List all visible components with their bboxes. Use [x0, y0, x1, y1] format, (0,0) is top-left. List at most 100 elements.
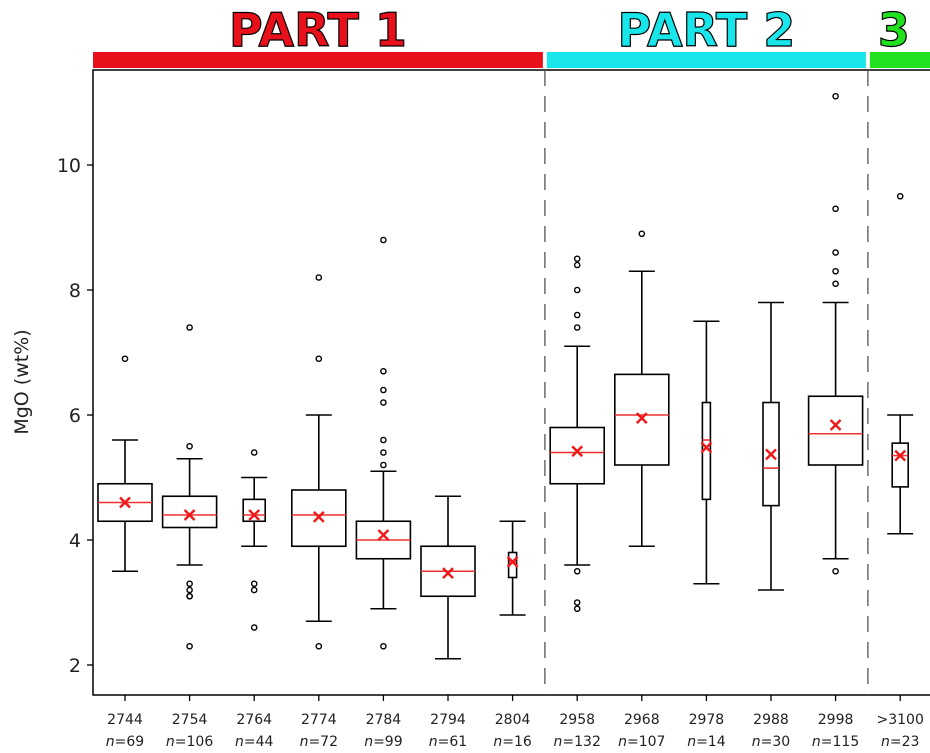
box-group — [241, 449, 268, 631]
mean-marker — [571, 445, 584, 458]
mean-marker — [829, 419, 842, 431]
mean-marker — [183, 509, 196, 521]
box — [161, 495, 218, 529]
outlier-point — [573, 324, 581, 331]
outlier-point — [380, 436, 387, 444]
sample-size-label: n=107 — [618, 734, 665, 750]
box-group — [758, 301, 784, 591]
x-tick-label: 2784 — [366, 712, 402, 728]
outlier-point — [380, 642, 387, 650]
y-tick-label: 6 — [69, 405, 81, 427]
box-group — [290, 274, 347, 650]
outlier-point — [380, 449, 387, 456]
outlier-point — [380, 236, 387, 244]
outlier-point — [380, 367, 387, 375]
y-tick-label: 8 — [69, 280, 81, 302]
outlier-point — [573, 605, 581, 613]
sample-size-label: n=30 — [752, 734, 790, 750]
x-tick-label: 2998 — [818, 712, 854, 728]
outlier-point — [250, 624, 258, 631]
x-tick-label: 2774 — [301, 712, 337, 728]
outlier-point — [638, 230, 646, 238]
mean-marker — [442, 567, 454, 579]
sample-size-label: n=61 — [429, 734, 467, 750]
box-group — [613, 230, 670, 548]
outlier-point — [121, 355, 129, 363]
x-tick-label: 2804 — [495, 712, 531, 728]
box-group — [549, 255, 606, 613]
mean-marker — [635, 412, 648, 424]
x-tick-label: 2958 — [559, 712, 595, 728]
box — [290, 489, 347, 548]
outlier-point — [315, 355, 323, 363]
outlier-point — [573, 255, 581, 263]
y-axis: 2 4 6 8 10 — [57, 155, 93, 677]
sample-size-label: n=44 — [235, 734, 274, 750]
outlier-point — [573, 567, 581, 575]
outlier-point — [186, 642, 193, 650]
part-dividers — [544, 70, 869, 695]
sample-size-label: n=132 — [554, 734, 601, 750]
x-tick-label: 2968 — [624, 712, 660, 728]
outlier-point — [186, 324, 193, 331]
x-tick-label: 2988 — [753, 712, 789, 728]
box-group — [887, 192, 914, 535]
boxes — [97, 92, 914, 660]
box — [891, 442, 910, 488]
outlier-point — [250, 580, 258, 588]
x-tick-label: >3100 — [877, 712, 924, 728]
mean-marker — [765, 448, 777, 461]
sample-size-label: n=99 — [364, 734, 402, 750]
outlier-point — [832, 92, 839, 100]
x-axis: 2744 n=69 2754 n=106 2764 n=44 2774 n=72 2784 n=9… — [106, 695, 924, 750]
mean-marker — [377, 529, 390, 541]
y-tick-label: 2 — [69, 655, 81, 677]
part-titles: PART 1 PART 2 3 — [228, 2, 910, 57]
outlier-point — [573, 311, 581, 319]
outlier-point — [186, 592, 193, 600]
outlier-point — [186, 442, 193, 450]
box-group — [807, 92, 864, 575]
y-tick-label: 10 — [57, 155, 81, 177]
outlier-point — [832, 249, 839, 256]
box-group — [97, 355, 153, 573]
part-bar — [93, 52, 543, 68]
outlier-point — [380, 386, 387, 394]
outlier-point — [186, 580, 193, 588]
x-tick-label: 2744 — [107, 712, 143, 728]
outlier-point — [380, 399, 387, 406]
outlier-point — [186, 586, 193, 594]
outlier-point — [315, 274, 323, 281]
box-group — [161, 324, 218, 650]
outlier-point — [832, 567, 839, 575]
outlier-point — [250, 586, 258, 594]
x-tick-label: 2978 — [689, 712, 725, 728]
outlier-point — [573, 261, 581, 269]
x-tick-label: 2764 — [236, 712, 272, 728]
box — [807, 395, 864, 466]
sample-size-label: n=69 — [106, 734, 144, 750]
outlier-point — [832, 280, 839, 288]
sample-size-label: n=106 — [166, 734, 213, 750]
box-group — [693, 320, 720, 585]
sample-size-label: n=14 — [687, 734, 726, 750]
box — [242, 498, 266, 523]
part-title: PART 2 — [617, 3, 795, 57]
x-tick-label: 2794 — [430, 712, 466, 728]
mean-marker — [506, 556, 519, 568]
part-title: 3 — [878, 3, 910, 57]
outlier-point — [832, 267, 839, 275]
sample-size-label: n=72 — [300, 734, 338, 750]
y-tick-label: 4 — [69, 530, 81, 552]
outlier-point — [573, 286, 581, 294]
mean-marker — [248, 509, 261, 521]
mean-marker — [119, 496, 131, 509]
box — [549, 426, 606, 485]
box-group — [499, 520, 526, 616]
sample-size-label: n=23 — [881, 734, 919, 750]
plot-frame — [92, 69, 930, 696]
outlier-point — [315, 642, 323, 650]
outlier-point — [832, 205, 839, 213]
sample-size-label: n=115 — [812, 734, 859, 750]
